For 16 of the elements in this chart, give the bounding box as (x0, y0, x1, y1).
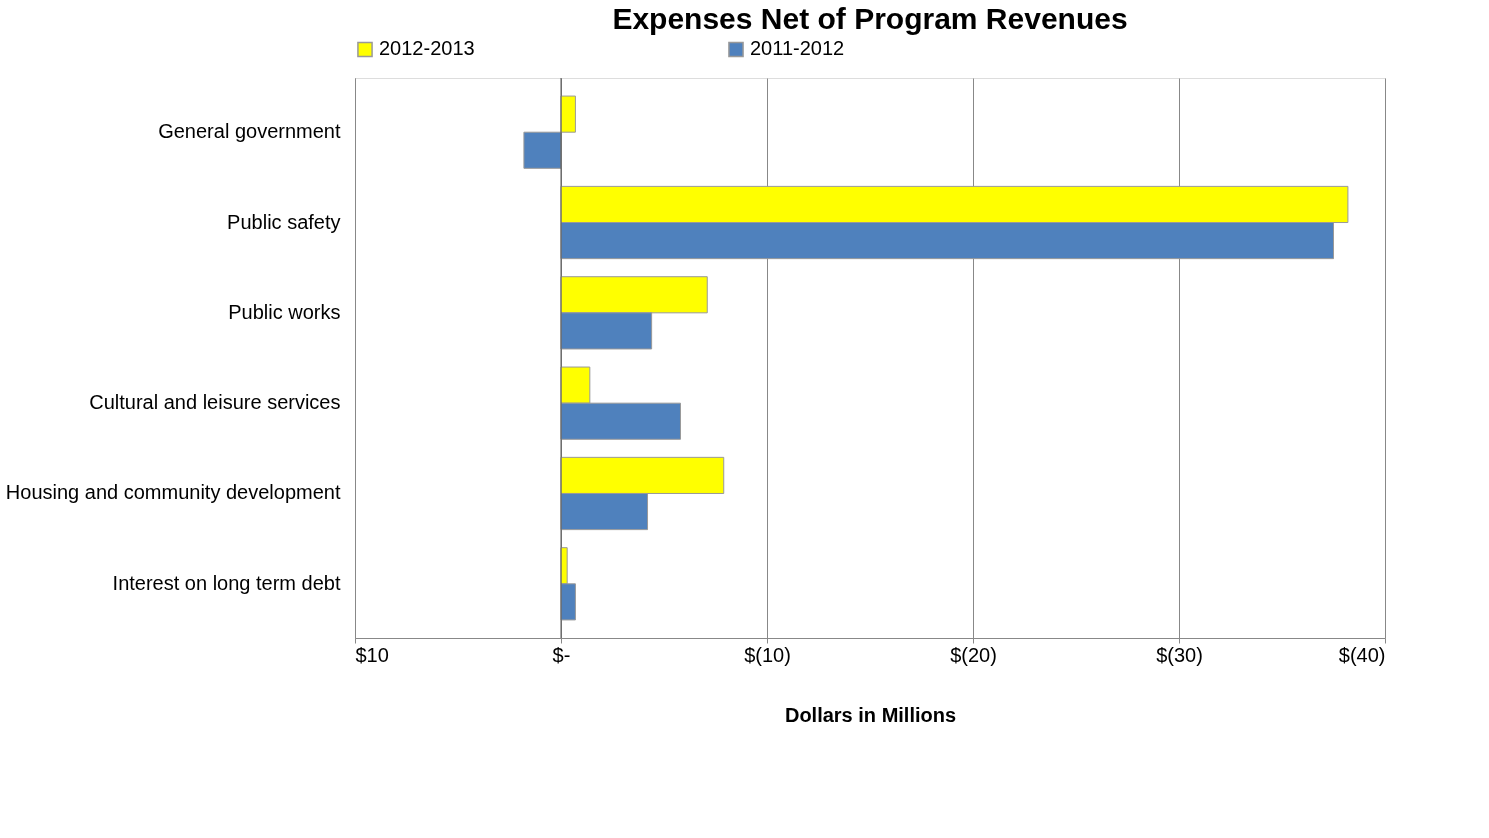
x-tick-label: $(10) (744, 643, 791, 666)
x-tick-label: $(30) (1156, 643, 1203, 666)
y-tick-label: Public safety (227, 210, 341, 233)
y-tick-label: Cultural and leisure services (89, 391, 341, 414)
x-tick-label: $10 (355, 643, 389, 666)
y-tick-label: Public works (228, 300, 341, 323)
legend-label: 2012-2013 (379, 37, 475, 60)
chart-title: Expenses Net of Program Revenues (612, 2, 1128, 35)
legend-label: 2011-2012 (750, 37, 845, 60)
y-tick-label: Interest on long term debt (112, 571, 341, 594)
y-tick-label: Housing and community development (5, 481, 341, 504)
x-tick-label: $(40) (1338, 643, 1386, 666)
x-tick-label: $(20) (950, 643, 997, 666)
x-tick-label: $- (552, 643, 571, 666)
y-tick-label: General government (158, 120, 341, 143)
x-axis-title: Dollars in Millions (784, 703, 957, 726)
